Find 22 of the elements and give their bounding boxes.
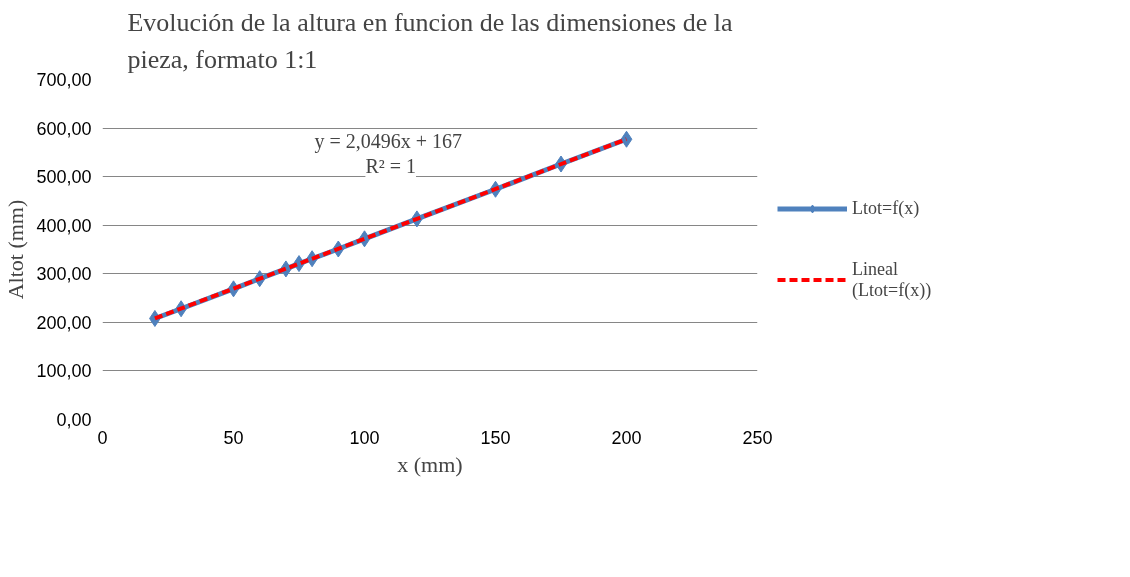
annotation: y = 2,0496x + 167 — [314, 129, 462, 153]
x-tick-label: 50 — [223, 427, 244, 448]
point — [620, 130, 633, 148]
y-tick-label: 500,00 — [36, 167, 92, 188]
y-tick-label: 100,00 — [36, 361, 92, 382]
x-tick-label: 250 — [742, 427, 773, 448]
y-tick-label: 400,00 — [36, 215, 92, 236]
legend-label: Lineal (Ltot=f(x)) — [852, 258, 932, 301]
y-axis-title: Altot (mm) — [3, 199, 29, 300]
legend-label: Ltot=f(x) — [852, 197, 920, 219]
x-tick-label: 150 — [480, 427, 511, 448]
chart-title: Evolución de la altura en funcion de las dimensiones de la pieza, formato 1:1 — [127, 7, 733, 75]
x-tick-label: 200 — [611, 427, 642, 448]
x-tick-label: 100 — [349, 427, 380, 448]
y-tick-label: 300,00 — [36, 264, 92, 285]
x-tick-label: 0 — [97, 427, 108, 448]
y-tick-label: 0,00 — [56, 410, 92, 430]
y-tick-label: 200,00 — [36, 312, 92, 333]
x-axis-title: x (mm) — [397, 451, 463, 477]
annotation: R² = 1 — [365, 155, 417, 178]
y-tick-label: 600,00 — [36, 118, 92, 139]
y-tick-label: 700,00 — [36, 70, 92, 90]
